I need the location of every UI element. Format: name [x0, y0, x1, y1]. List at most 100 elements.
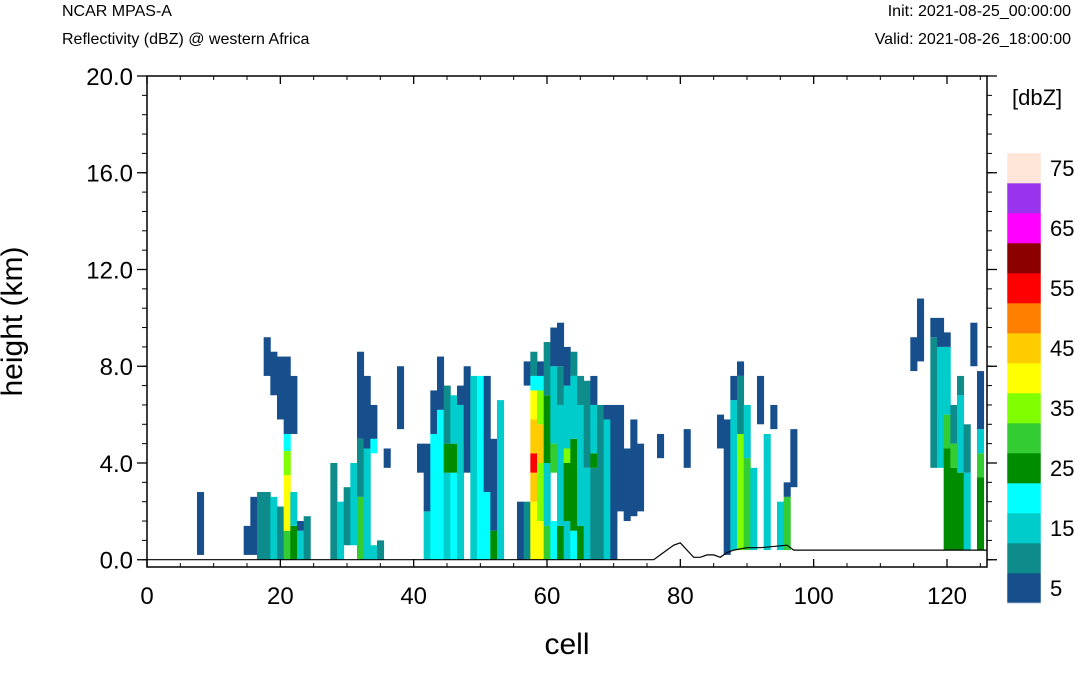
colorbar-swatch [1007, 483, 1041, 514]
reflectivity-cell [437, 356, 445, 410]
reflectivity-cell [277, 356, 285, 420]
reflectivity-cell [563, 463, 571, 522]
reflectivity-cell [943, 332, 951, 347]
reflectivity-cell [963, 472, 971, 551]
reflectivity-cell [457, 385, 465, 405]
colorbar-swatch [1007, 333, 1041, 364]
reflectivity-cell [577, 404, 585, 526]
reflectivity-cell [790, 429, 798, 488]
reflectivity-cell [523, 361, 531, 386]
reflectivity-cell [530, 375, 538, 391]
colorbar-label: 5 [1050, 576, 1062, 601]
reflectivity-cell [957, 375, 965, 396]
reflectivity-cell [743, 404, 751, 459]
colorbar-swatch [1007, 153, 1041, 184]
x-tick-label: 80 [667, 583, 694, 610]
reflectivity-cell [450, 472, 458, 560]
colorbar-label: 35 [1050, 396, 1074, 421]
reflectivity-cell [357, 351, 365, 439]
reflectivity-cell [963, 424, 971, 473]
reflectivity-cell [783, 496, 791, 551]
reflectivity-cell [463, 366, 471, 473]
colorbar-swatch [1007, 543, 1041, 574]
reflectivity-cell [370, 404, 378, 439]
reflectivity-cell [957, 395, 965, 473]
reflectivity-cell [283, 433, 291, 451]
reflectivity-cell [477, 375, 485, 560]
reflectivity-cell [977, 477, 985, 551]
reflectivity-cell [537, 463, 545, 522]
y-axis-label: height (km) [0, 246, 29, 396]
reflectivity-cell [363, 448, 371, 560]
reflectivity-cell [557, 322, 565, 367]
reflectivity-cell [523, 501, 531, 560]
y-tick-label: 20.0 [86, 64, 133, 91]
reflectivity-cell [357, 438, 365, 497]
colorbar-frame [1006, 152, 1042, 604]
reflectivity-cell [623, 448, 631, 522]
reflectivity-cell [550, 521, 558, 560]
reflectivity-cell [530, 419, 538, 454]
reflectivity-cell [943, 346, 951, 415]
reflectivity-cell [297, 530, 305, 560]
reflectivity-cell [283, 530, 291, 560]
y-tick-label: 4.0 [100, 451, 133, 478]
reflectivity-cell [537, 361, 545, 376]
x-axis-label: cell [544, 628, 589, 661]
reflectivity-cell [297, 521, 305, 531]
reflectivity-cell [590, 404, 598, 454]
reflectivity-cell [430, 390, 438, 434]
reflectivity-cell [537, 521, 545, 560]
reflectivity-cell [603, 404, 611, 420]
reflectivity-cell [383, 448, 391, 468]
reflectivity-cell [557, 366, 565, 405]
model-title: NCAR MPAS-A [62, 3, 172, 20]
reflectivity-cell [563, 346, 571, 386]
reflectivity-cell [290, 375, 298, 434]
reflectivity-cell [737, 375, 745, 434]
colorbar-label: 75 [1050, 156, 1074, 181]
reflectivity-cell [590, 467, 598, 560]
reflectivity-cell [750, 467, 758, 551]
colorbar-label: 55 [1050, 276, 1074, 301]
reflectivity-cell [243, 525, 251, 555]
reflectivity-cell [530, 453, 538, 473]
reflectivity-cell [737, 361, 745, 376]
reflectivity-cell [557, 525, 565, 560]
reflectivity-cell [197, 492, 205, 555]
x-tick-label: 0 [140, 583, 153, 610]
colorbar-swatch [1007, 513, 1041, 544]
reflectivity-cell [303, 516, 311, 560]
reflectivity-cell [497, 400, 505, 560]
reflectivity-cell [930, 337, 938, 468]
reflectivity-cell [557, 404, 565, 526]
reflectivity-cell [583, 467, 591, 560]
reflectivity-cell [263, 337, 271, 376]
reflectivity-cell [943, 448, 951, 551]
colorbar-swatch [1007, 393, 1041, 424]
reflectivity-cell [290, 492, 298, 526]
reflectivity-cell [490, 438, 498, 531]
reflectivity-cell [937, 346, 945, 468]
reflectivity-cell [270, 496, 278, 560]
reflectivity-cell [563, 385, 571, 449]
colorbar-swatch [1007, 453, 1041, 484]
colorbar-label: 25 [1050, 456, 1074, 481]
reflectivity-cell [917, 298, 925, 362]
reflectivity-cell [283, 356, 291, 434]
reflectivity-cell [957, 472, 965, 551]
reflectivity-cell [483, 375, 491, 493]
y-tick-label: 0.0 [100, 548, 133, 575]
reflectivity-cell [603, 419, 611, 560]
reflectivity-cell [937, 317, 945, 347]
reflectivity-cell [450, 443, 458, 473]
reflectivity-cell [370, 545, 378, 560]
colorbar-swatch [1007, 363, 1041, 394]
reflectivity-cell [977, 371, 985, 430]
y-tick-label: 8.0 [100, 354, 133, 381]
colorbar-swatch [1007, 183, 1041, 214]
reflectivity-cell [570, 530, 578, 560]
field-subtitle: Reflectivity (dBZ) @ western Africa [62, 31, 310, 48]
reflectivity-cell [450, 395, 458, 444]
